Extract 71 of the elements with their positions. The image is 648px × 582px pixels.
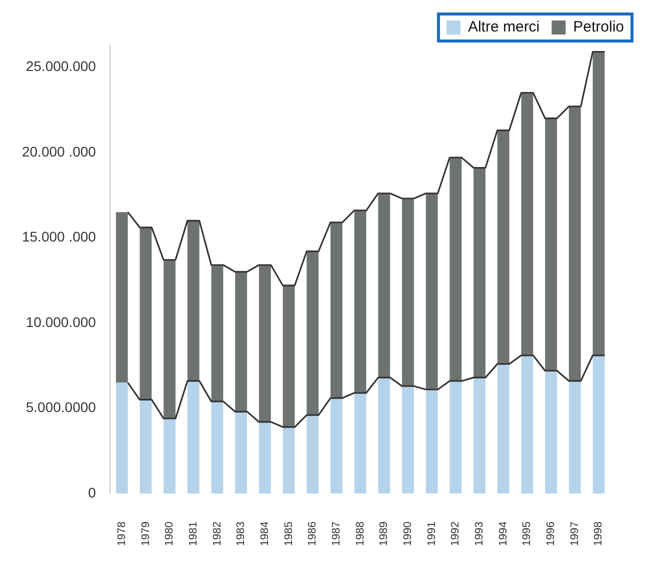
x-tick-label: 1988 (354, 522, 366, 546)
x-tick-label: 1986 (306, 522, 319, 546)
x-tick-label: 1980 (164, 522, 176, 546)
bar (235, 412, 248, 494)
y-tick-label: 0 (88, 484, 96, 500)
bar (354, 392, 366, 494)
bar (378, 193, 390, 378)
bar (474, 378, 486, 494)
x-tick-label: 1982 (211, 522, 224, 546)
x-tick-label: 1987 (330, 522, 342, 546)
x-tick-label: 1996 (545, 522, 558, 546)
y-tick-label: 15.000 .000 (22, 228, 96, 245)
x-tick-label: 1997 (568, 522, 581, 546)
bar (497, 130, 510, 364)
y-tick-label: 5.000.0000 (26, 399, 96, 416)
bar (568, 380, 581, 494)
x-tick-label: 1985 (282, 522, 295, 546)
y-tick-label: 20.000 .000 (22, 143, 96, 160)
x-tick-label: 1991 (426, 522, 438, 546)
bar (306, 251, 319, 416)
x-tick-label: 1981 (187, 522, 200, 546)
x-tick-label: 1989 (378, 522, 390, 546)
bar (164, 418, 176, 494)
bar (402, 386, 414, 494)
bar (187, 220, 200, 381)
bar (258, 422, 271, 494)
x-tick-label: 1995 (521, 522, 534, 546)
bar (164, 260, 176, 418)
x-tick-label: 1978 (116, 522, 128, 546)
x-tick-label: 1979 (140, 522, 152, 546)
x-tick-label: 1994 (497, 522, 510, 546)
bar (521, 355, 534, 494)
bar (116, 212, 128, 383)
legend-label: Altre merci (468, 18, 540, 36)
bar (450, 380, 462, 494)
bar (330, 398, 342, 494)
bar (211, 265, 224, 402)
x-tick-label: 1984 (258, 522, 271, 546)
bar (568, 106, 581, 381)
bar (402, 198, 414, 386)
bar (545, 370, 557, 494)
bar (211, 401, 224, 494)
bar (521, 92, 534, 356)
bar (306, 415, 319, 494)
bar (378, 378, 390, 494)
bar (140, 400, 152, 494)
x-tick-label: 1983 (235, 522, 248, 546)
bar (426, 193, 438, 390)
y-tick-label: 10.000.000 (26, 314, 96, 330)
x-tick-label: 1993 (474, 522, 486, 546)
bar (258, 265, 271, 422)
bar (497, 364, 510, 494)
y-tick-label: 25.000.000 (26, 58, 96, 74)
bar (187, 380, 200, 494)
bar (330, 222, 342, 398)
bar (426, 390, 438, 494)
bar (592, 52, 605, 356)
bar (282, 285, 295, 428)
x-tick-label: 1992 (450, 522, 462, 546)
x-tick-label: 1998 (592, 522, 605, 546)
bar (592, 355, 605, 494)
bar (354, 210, 366, 393)
x-tick-label: 1990 (402, 522, 414, 546)
bar (116, 382, 128, 494)
bar (282, 427, 295, 494)
bar (235, 272, 248, 412)
legend-label: Petrolio (573, 18, 624, 36)
bar (140, 227, 152, 400)
bar (474, 168, 486, 378)
bar (545, 118, 557, 371)
bar (450, 158, 462, 381)
